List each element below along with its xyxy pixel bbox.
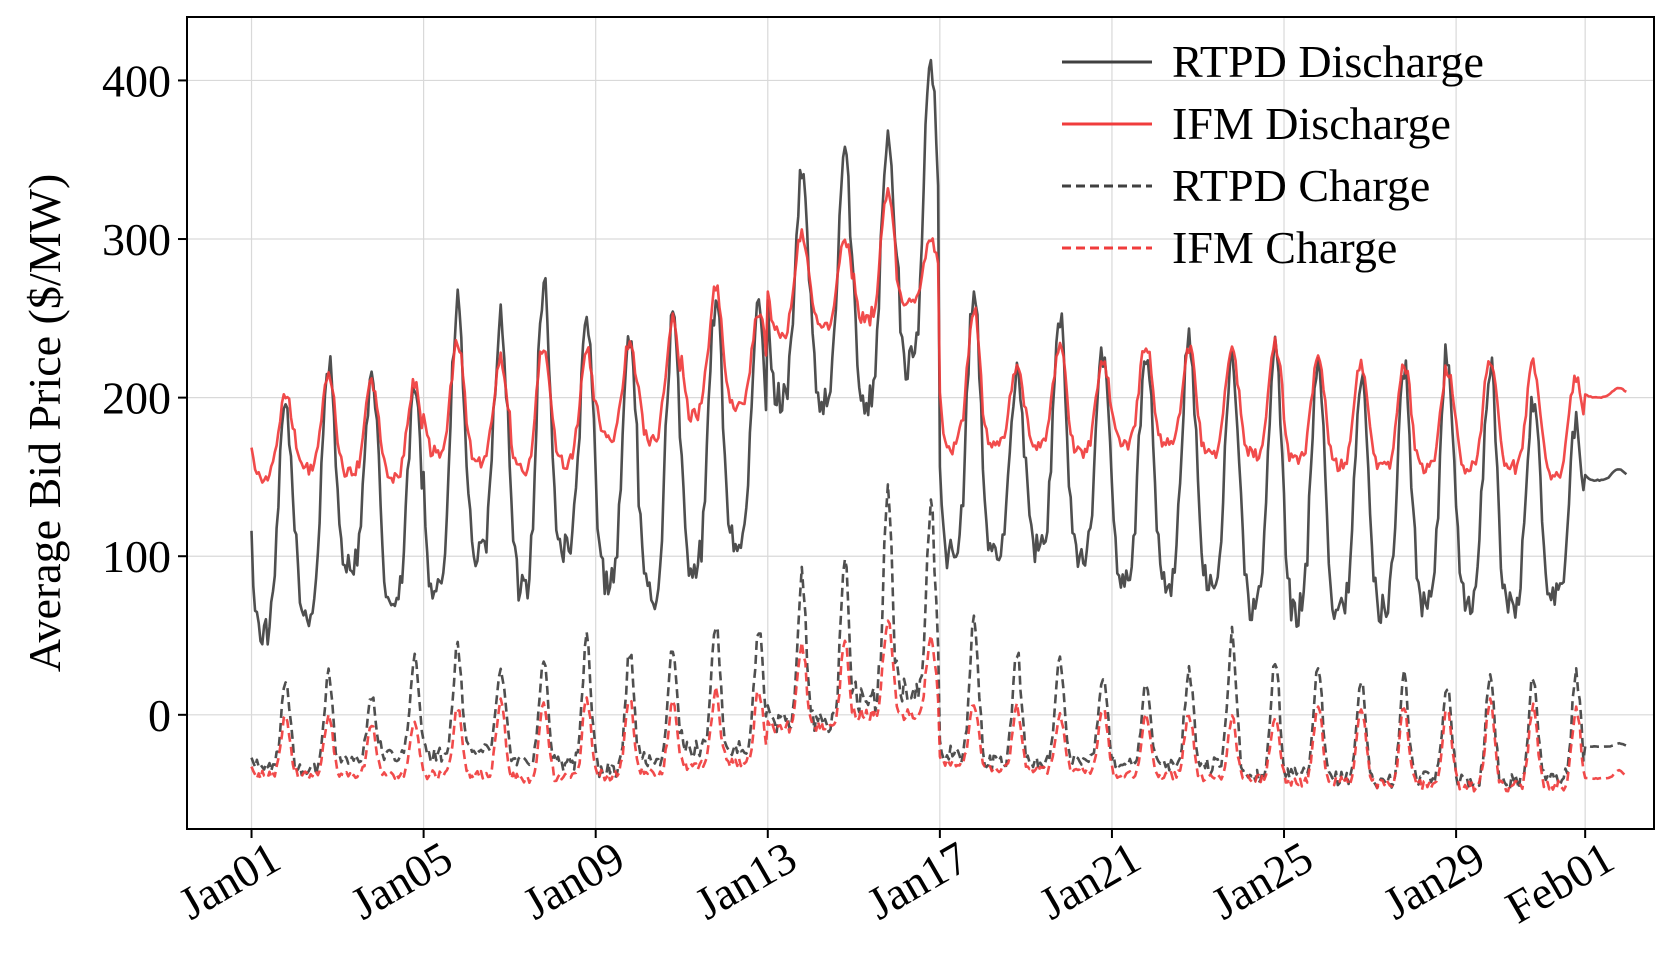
x-tick-label: Feb01 [1497, 831, 1622, 933]
y-axis-label: Average Bid Price ($/MW) [19, 174, 70, 673]
legend: RTPD Discharge IFM Discharge RTPD Charge IF… [1062, 36, 1484, 273]
x-tick-label: Jan13 [686, 831, 804, 929]
y-tick-label: 400 [102, 55, 171, 106]
x-tick-label: Jan21 [1030, 831, 1148, 929]
legend-label: IFM Discharge [1172, 98, 1451, 149]
series-lines [250, 58, 1628, 793]
x-axis: Jan01 Jan05 Jan09 Jan13 Jan17 Jan21 Jan25 Jan29… [170, 829, 1622, 933]
x-tick-label: Jan17 [858, 831, 976, 929]
y-tick-label: 300 [102, 214, 171, 265]
y-tick-label: 100 [102, 531, 171, 582]
grid [187, 17, 1654, 829]
x-tick-label: Jan05 [342, 831, 460, 929]
y-tick-label: 200 [102, 373, 171, 424]
plot-frame [186, 16, 1655, 830]
x-tick-label: Jan29 [1375, 831, 1493, 929]
legend-label: RTPD Discharge [1172, 36, 1484, 87]
legend-label: RTPD Charge [1172, 160, 1430, 211]
x-tick-label: Jan09 [514, 831, 632, 929]
y-axis: 0 100 200 300 400 [102, 55, 187, 741]
y-tick-label: 0 [148, 690, 171, 741]
series-line-ifm-discharge [250, 187, 1627, 484]
x-tick-label: Jan25 [1203, 831, 1321, 929]
legend-label: IFM Charge [1172, 222, 1397, 273]
series-line-ifm-charge [250, 619, 1628, 793]
x-tick-label: Jan01 [170, 831, 288, 929]
